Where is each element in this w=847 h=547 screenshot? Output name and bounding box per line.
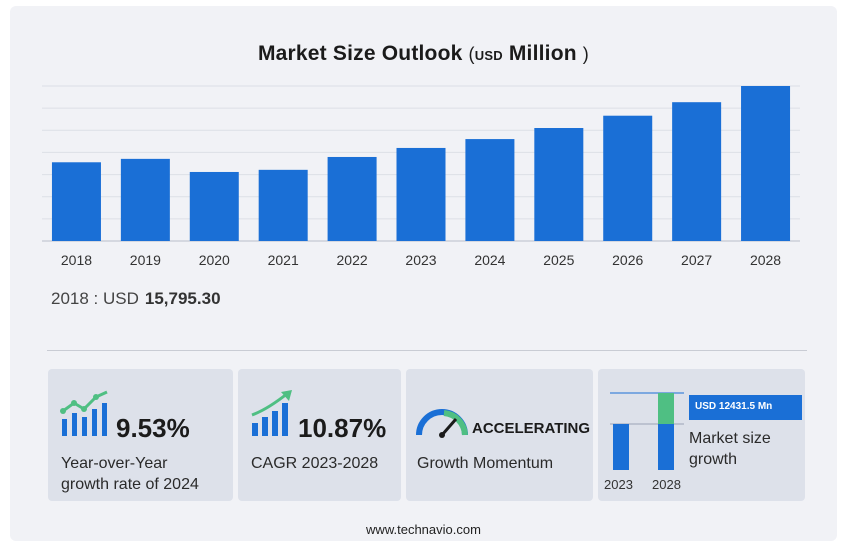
base-year-value: 2018 : USD 15,795.30 [51, 289, 221, 309]
mini-year-2023: 2023 [604, 477, 633, 492]
mini-bar-2028-base [658, 424, 674, 470]
bar-2027 [672, 102, 722, 241]
yoy-value: 9.53% [116, 413, 190, 443]
x-tick-2018: 2018 [61, 252, 92, 268]
market-growth-mini-chart [610, 392, 684, 470]
title-main: Market Size Outlook [257, 42, 463, 65]
title-paren-open: ( [468, 44, 475, 64]
bar-2020 [189, 171, 239, 241]
bar-2019 [120, 158, 170, 241]
momentum-card: ACCELERATING Growth Momentum [406, 369, 593, 501]
x-tick-2028: 2028 [750, 252, 781, 268]
title-unit: USD [474, 48, 503, 63]
x-tick-2023: 2023 [405, 252, 436, 268]
bar-2021 [258, 169, 308, 241]
x-tick-2024: 2024 [474, 252, 505, 268]
base-year-number: 15,795.30 [144, 289, 221, 308]
speedometer-icon [416, 409, 468, 438]
bar-2026 [603, 115, 653, 241]
x-tick-2026: 2026 [612, 252, 643, 268]
bar-2024 [465, 139, 515, 241]
bar-2023 [396, 147, 446, 241]
market-size-label-line2: growth [689, 451, 738, 468]
yoy-label-line1: Year-over-Year [61, 455, 168, 472]
bar-chart: 2018 2019 2020 2021 2022 2023 2024 2025 2026 2027… [42, 85, 800, 268]
growth-bars-icon [60, 390, 108, 436]
market-size-card: 2023 2028 [598, 369, 805, 501]
momentum-label: Growth Momentum [417, 455, 554, 472]
mini-year-2028: 2028 [652, 477, 681, 492]
market-size-label-line1: Market size [689, 430, 771, 447]
yoy-card: 9.53% Year-over-Year growth rate of 2024 [48, 369, 233, 501]
title-paren-close: ) [582, 44, 589, 64]
bar-2018 [51, 162, 101, 241]
rising-bars-icon [251, 390, 292, 436]
momentum-value: ACCELERATING [472, 420, 591, 437]
base-year-label: 2018 : USD [51, 289, 139, 308]
cagr-card: 10.87% CAGR 2023-2028 [238, 369, 401, 501]
mini-bar-2023 [613, 424, 629, 470]
x-tick-2019: 2019 [130, 252, 161, 268]
section-divider [47, 350, 807, 351]
market-size-badge: USD 12431.5 Mn [689, 395, 802, 420]
footer-url[interactable]: www.technavio.com [366, 522, 481, 537]
cagr-label: CAGR 2023-2028 [251, 455, 379, 472]
cagr-value: 10.87% [298, 413, 387, 443]
bar-2028 [741, 86, 791, 241]
bar-2022 [327, 156, 377, 241]
chart-title: Market Size Outlook (USD Million ) [0, 42, 847, 66]
x-tick-2022: 2022 [337, 252, 368, 268]
x-tick-2020: 2020 [199, 252, 230, 268]
x-tick-2027: 2027 [681, 252, 712, 268]
bar-2025 [534, 128, 584, 241]
mini-bar-2028-growth [658, 393, 674, 424]
market-size-label: Market size growth [689, 428, 771, 470]
x-tick-2025: 2025 [543, 252, 574, 268]
title-million: Million [508, 42, 577, 65]
yoy-label: Year-over-Year growth rate of 2024 [61, 453, 199, 495]
x-tick-2021: 2021 [268, 252, 299, 268]
yoy-label-line2: growth rate of 2024 [61, 476, 199, 493]
